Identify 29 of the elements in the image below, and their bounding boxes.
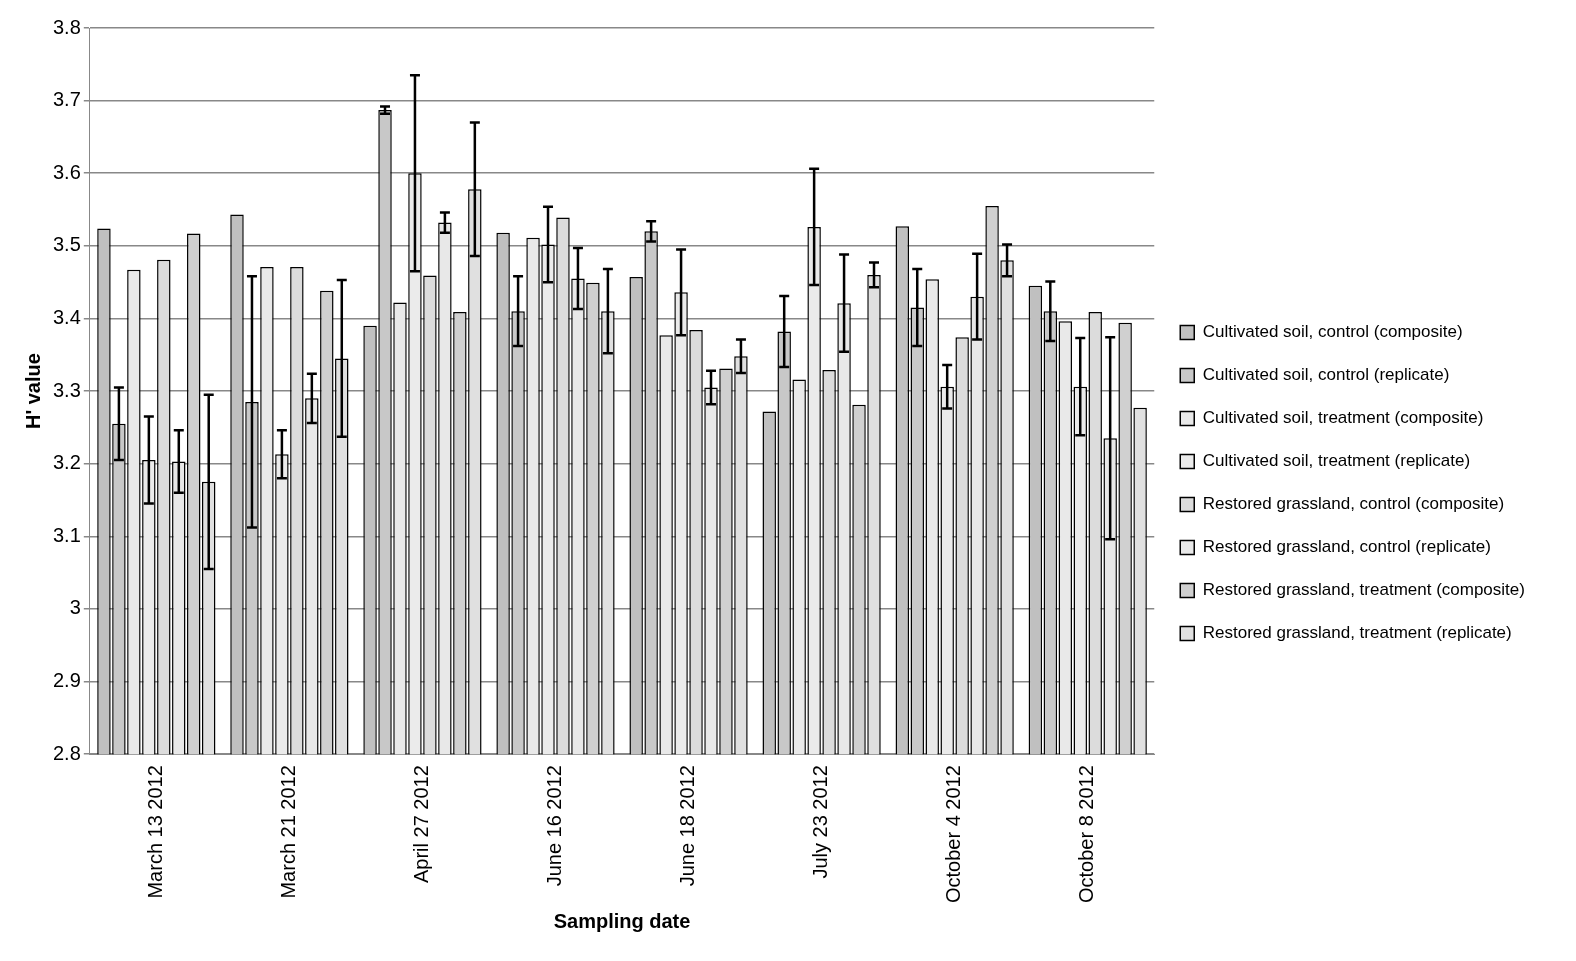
x-axis-title: Sampling date	[553, 909, 691, 932]
y-tick-label: 3.5	[52, 233, 81, 256]
y-tick-label: 3.3	[52, 378, 81, 401]
x-tick-label: March 21 2012	[276, 765, 299, 899]
y-tick-label: 3.7	[52, 88, 81, 111]
y-tick-label: 3.1	[52, 523, 81, 546]
legend-label: Cultivated soil, control (replicate)	[1202, 365, 1450, 385]
x-tick-label: October 8 2012	[1075, 765, 1098, 903]
y-tick-label: 3.2	[52, 451, 81, 474]
y-tick-label: 2.9	[52, 669, 81, 692]
y-axis-title: H' value	[21, 353, 44, 430]
x-tick-label: April 27 2012	[409, 765, 432, 883]
y-tick-label: 3	[69, 596, 81, 619]
x-tick-label: October 4 2012	[942, 765, 965, 903]
legend-label: Restored grassland, treatment (replicate)	[1202, 623, 1512, 643]
x-tick-label: July 23 2012	[809, 765, 832, 879]
x-tick-label: March 13 2012	[143, 765, 166, 899]
y-tick-label: 3.4	[52, 305, 81, 328]
legend-label: Restored grassland, treatment (composite)	[1202, 580, 1525, 600]
legend-label: Restored grassland, control (replicate)	[1202, 537, 1491, 557]
legend-label: Cultivated soil, control (composite)	[1202, 322, 1463, 342]
y-tick-label: 3.8	[52, 15, 81, 38]
legend-label: Restored grassland, control (composite)	[1202, 494, 1505, 514]
legend-label: Cultivated soil, treatment (replicate)	[1202, 451, 1471, 471]
x-tick-label: June 18 2012	[676, 765, 699, 887]
x-tick-label: June 16 2012	[543, 765, 566, 887]
y-tick-label: 2.8	[52, 741, 81, 764]
y-tick-label: 3.6	[52, 160, 81, 183]
legend-label: Cultivated soil, treatment (composite)	[1202, 408, 1484, 428]
